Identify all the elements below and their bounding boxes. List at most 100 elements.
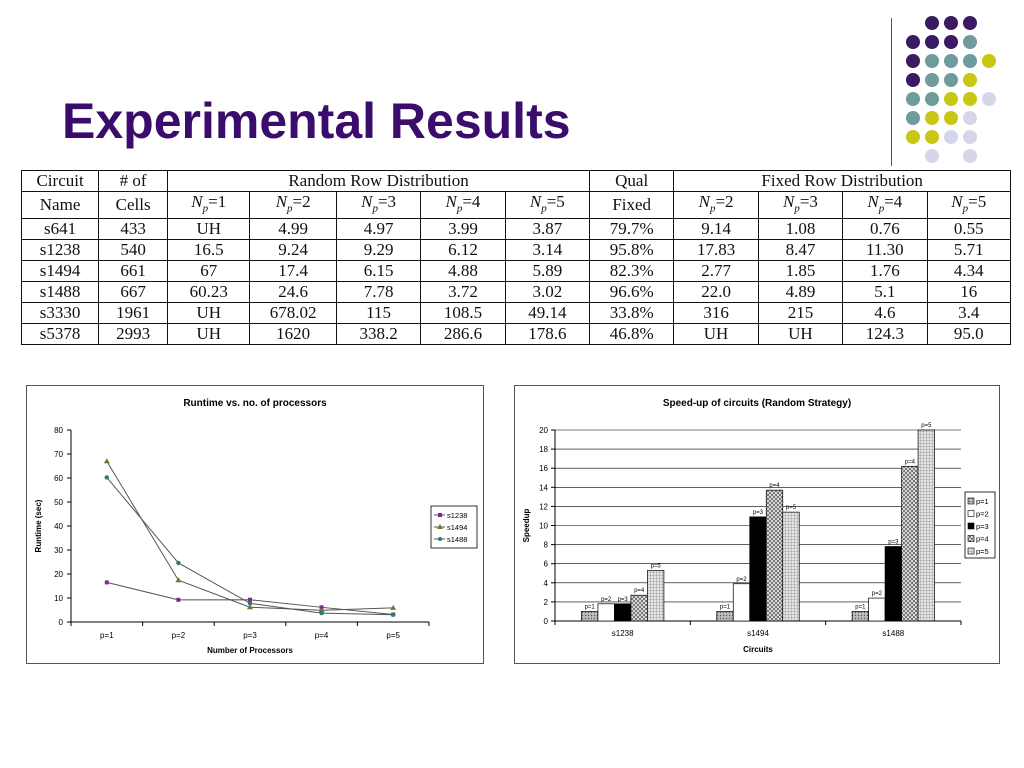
- decor-dot: [963, 16, 977, 30]
- table-cell: 6.12: [420, 239, 506, 262]
- table-cell: 3.02: [504, 281, 591, 304]
- data-point: [390, 604, 397, 610]
- y-tick-label: 10: [54, 594, 63, 603]
- table-cell: s1488: [20, 281, 100, 304]
- bar-label: p=3: [888, 540, 899, 546]
- decor-dot: [925, 130, 939, 144]
- y-tick-label: 60: [54, 474, 63, 483]
- decor-dot: [963, 73, 977, 87]
- legend-marker: [438, 537, 442, 541]
- bar: [597, 603, 615, 622]
- x-axis-label: Number of Processors: [207, 646, 293, 655]
- table-cell: 60.23: [167, 281, 251, 304]
- table-cell: 108.5: [420, 302, 506, 325]
- slide-title: Experimental Results: [62, 93, 571, 149]
- table-row: s1238 540 16.5 9.24 9.29 6.12 3.14 95.8% 17.83 8.…: [20, 239, 1011, 262]
- np-header: Np=2: [673, 190, 759, 220]
- table-row: s641 433 UH 4.99 4.97 3.99 3.87 79.7% 9.14 1.08 0.…: [20, 218, 1011, 241]
- decor-dot: [925, 111, 939, 125]
- y-tick-label: 18: [539, 445, 548, 454]
- decor-dot: [963, 149, 977, 163]
- results-table: Circuit # of Random Row Distribution Qual Fi…: [20, 170, 1011, 346]
- legend-label: p=1: [976, 497, 989, 506]
- chart-title: Runtime vs. no. of processors: [183, 398, 327, 409]
- table-cell: 338.2: [335, 323, 422, 346]
- bar-label: p=2: [736, 577, 747, 583]
- x-tick-label: s1238: [612, 629, 634, 638]
- legend-label: s1488: [447, 535, 467, 544]
- table-cell: 433: [98, 218, 169, 241]
- data-point: [104, 580, 109, 585]
- decor-dot: [906, 130, 920, 144]
- table-cell: 678.02: [249, 302, 337, 325]
- speedup-chart: Speed-up of circuits (Random Strategy) 0 2…: [522, 398, 996, 654]
- header-name: Name: [20, 190, 100, 220]
- header-cells-2: Cells: [98, 190, 169, 220]
- bar: [647, 570, 665, 622]
- table-cell: 1620: [249, 323, 337, 346]
- table-cell: 1961: [98, 302, 169, 325]
- legend-swatch: [967, 522, 975, 530]
- legend-swatch: [967, 497, 975, 505]
- decor-dot: [925, 35, 939, 49]
- decor-dot: [944, 92, 958, 106]
- data-point: [103, 458, 110, 464]
- decor-dot: [925, 16, 939, 30]
- bar: [901, 465, 919, 622]
- runtime-chart-frame: Runtime vs. no. of processors 0 10 20 30 40 50…: [26, 385, 484, 664]
- bar: [917, 429, 935, 622]
- legend-label: p=2: [976, 510, 989, 519]
- table-cell: UH: [673, 323, 759, 346]
- decorative-dots: [900, 12, 1020, 172]
- table-cell: 215: [757, 302, 844, 325]
- table-cell: 95.8%: [588, 239, 675, 262]
- table-cell: 4.97: [335, 218, 422, 241]
- bar: [868, 597, 886, 622]
- data-point: [319, 610, 324, 616]
- table-cell: 286.6: [420, 323, 506, 346]
- data-point: [318, 607, 325, 613]
- bar: [581, 611, 599, 622]
- table-cell: 16: [926, 281, 1011, 304]
- decor-dot: [944, 35, 958, 49]
- table-cell: 3.14: [504, 239, 591, 262]
- table-cell: 3.99: [420, 218, 506, 241]
- data-point: [104, 475, 110, 480]
- bar: [716, 611, 734, 622]
- decor-dot: [944, 111, 958, 125]
- decor-dot: [982, 54, 996, 68]
- table-cell: 24.6: [249, 281, 337, 304]
- legend-swatch: [967, 547, 975, 555]
- bar-label: p=4: [769, 483, 780, 489]
- table-cell: s3330: [20, 302, 100, 325]
- table-row: s1488 667 60.23 24.6 7.78 3.72 3.02 96.6% 22.0 4.…: [20, 281, 1011, 304]
- legend-label: p=3: [976, 522, 989, 531]
- header-qual: Qual: [588, 170, 675, 192]
- table-cell: 95.0: [926, 323, 1011, 346]
- np-header: Np=4: [842, 190, 928, 220]
- header-cells: # of: [98, 170, 169, 192]
- table-cell: UH: [167, 218, 251, 241]
- table-cell: UH: [167, 302, 251, 325]
- y-tick-label: 0: [59, 618, 64, 627]
- legend-swatch: [967, 510, 975, 517]
- table-cell: 2993: [98, 323, 169, 346]
- legend-label: p=5: [976, 547, 989, 556]
- table-cell: 0.55: [926, 218, 1011, 241]
- x-axis-label: Circuits: [743, 645, 773, 654]
- table-cell: 46.8%: [588, 323, 675, 346]
- legend-label: p=4: [976, 535, 989, 544]
- table-cell: 4.99: [249, 218, 337, 241]
- decor-dot: [925, 54, 939, 68]
- decor-dot: [963, 130, 977, 144]
- bar-label: p=2: [872, 591, 883, 597]
- speedup-chart-frame: Speed-up of circuits (Random Strategy) 0 2…: [514, 385, 1000, 664]
- legend-marker: [437, 524, 443, 529]
- decor-dot: [963, 35, 977, 49]
- table-cell: 3.4: [926, 302, 1011, 325]
- decor-dot: [906, 92, 920, 106]
- table-cell: 4.34: [926, 260, 1011, 283]
- decor-dot: [944, 54, 958, 68]
- bar-label: p=3: [753, 510, 764, 516]
- y-tick-label: 80: [54, 426, 63, 435]
